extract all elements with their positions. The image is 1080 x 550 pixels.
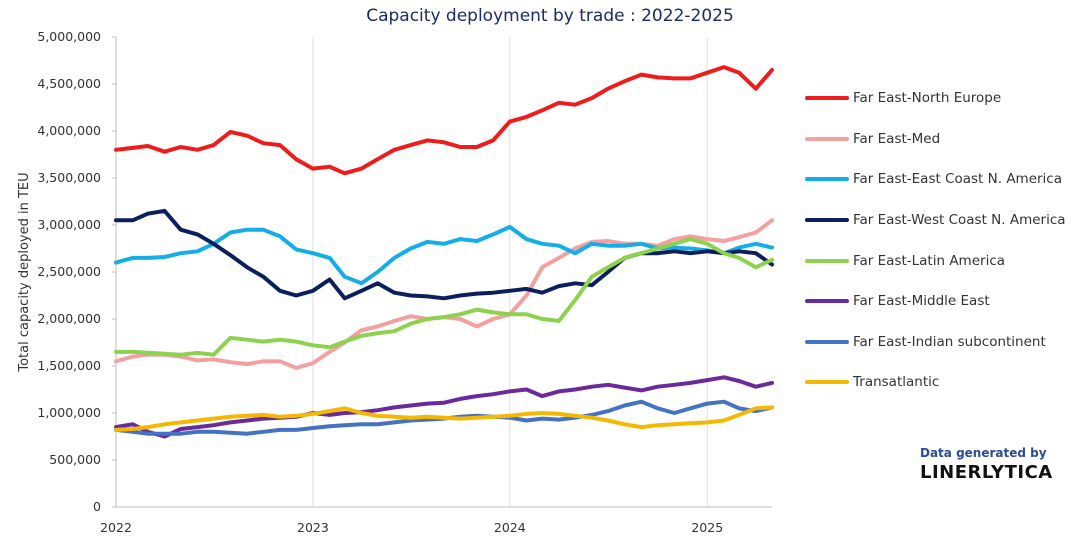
legend-item: Far East-Indian subcontinent [805,322,1066,363]
series-line-4 [114,208,774,301]
brand-logo-text: LINERLYTICA [920,462,1053,483]
legend-label: Far East-Indian subcontinent [853,333,1046,350]
legend-item: Far East-Latin America [805,240,1066,281]
legend-item: Far East-Middle East [805,281,1066,322]
legend-swatch [805,218,849,223]
series-line-5 [114,237,774,357]
y-tick-label: 4,000,000 [37,123,101,138]
legend-item: Transatlantic [805,362,1066,403]
x-tick-label: 2024 [494,520,526,535]
legend-item: Far East-Med [805,119,1066,160]
legend-label: Far East-West Coast N. America [853,212,1066,229]
y-tick-label: 3,500,000 [37,170,101,185]
legend-label: Far East-North Europe [853,90,1002,107]
chart-title: Capacity deployment by trade : 2022-2025 [366,6,734,26]
y-tick-label: 5,000,000 [37,29,101,44]
credit-box: Data generated by LINERLYTICA [920,446,1053,483]
legend: Far East-North Europe Far East-Med Far Eas… [805,78,1066,403]
legend-swatch [805,177,849,182]
y-tick-label: 500,000 [49,452,101,467]
credit-line: Data generated by [920,446,1047,460]
legend-swatch [805,96,849,101]
y-tick-label: 1,500,000 [37,358,101,373]
legend-item: Far East-West Coast N. America [805,200,1066,241]
legend-swatch [805,299,849,304]
legend-label: Far East-Med [853,130,941,147]
legend-label: Far East-Latin America [853,252,1006,269]
y-tick-label: 4,500,000 [37,76,101,91]
legend-label: Transatlantic [853,374,940,391]
series-line-8 [114,405,774,432]
legend-item: Far East-East Coast N. America [805,159,1066,200]
y-tick-label: 1,000,000 [37,405,101,420]
x-tick-label: 2023 [297,520,329,535]
series-line-6 [114,375,774,439]
series-line-3 [114,224,774,286]
legend-swatch [805,136,849,141]
y-tick-label: 0 [93,499,101,514]
legend-swatch [805,258,849,263]
legend-label: Far East-East Coast N. America [853,171,1063,188]
legend-item: Far East-North Europe [805,78,1066,119]
series-line-1 [114,65,774,176]
legend-label: Far East-Middle East [853,293,990,310]
y-tick-label: 3,000,000 [37,217,101,232]
x-tick-label: 2025 [691,520,723,535]
legend-swatch [805,380,849,385]
y-tick-label: 2,000,000 [37,311,101,326]
x-tick-label: 2022 [100,520,132,535]
y-tick-label: 2,500,000 [37,264,101,279]
legend-swatch [805,339,849,344]
y-axis-title: Total capacity deployed in TEU [17,172,32,372]
